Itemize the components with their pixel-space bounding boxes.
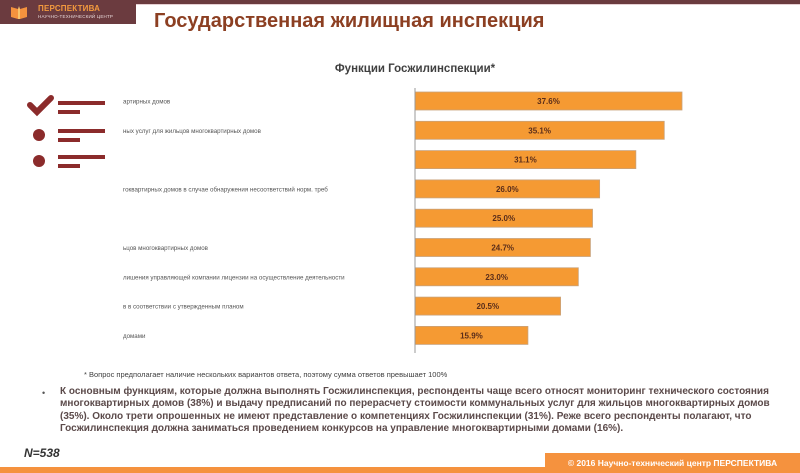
- top-bar: [0, 0, 800, 4]
- bar-data-label: 25.0%: [492, 214, 515, 223]
- page-title: Государственная жилищная инспекция: [154, 10, 545, 32]
- chart-footnote: * Вопрос предполагает наличие нескольких…: [84, 370, 448, 379]
- bar-data-label: 15.9%: [460, 331, 483, 340]
- top-divider: [0, 4, 800, 5]
- category-label: артирных домов: [123, 99, 171, 106]
- footer-copyright: © 2016 Научно-технический центр ПЕРСПЕКТ…: [545, 453, 800, 473]
- category-label: гоквартирных домов в случае обнаружения …: [123, 186, 328, 193]
- bullet-marker: •: [42, 388, 46, 398]
- category-label: ьцов многоквартирных домов: [123, 245, 209, 252]
- sample-size: N=538: [24, 446, 60, 460]
- logo-subtitle: НАУЧНО-ТЕХНИЧЕСКИЙ ЦЕНТР: [38, 14, 114, 19]
- category-label: в в соответствии с утвержденным планом: [123, 304, 244, 311]
- summary-text: К основным функциям, которые должна выпо…: [60, 386, 770, 435]
- logo-book-icon: [11, 6, 27, 19]
- category-label: ных услуг для жильцов многоквартирных до…: [123, 128, 262, 135]
- bar-data-label: 20.5%: [476, 302, 499, 311]
- logo-name: ПЕРСПЕКТИВА: [38, 4, 101, 13]
- bar-data-label: 31.1%: [514, 156, 537, 165]
- bar-data-label: 26.0%: [496, 185, 519, 194]
- check-list-icon: [27, 95, 105, 168]
- chart-title: Функции Госжилинспекции*: [334, 63, 496, 75]
- logo: ПЕРСПЕКТИВА НАУЧНО-ТЕХНИЧЕСКИЙ ЦЕНТР: [0, 0, 136, 24]
- category-label: лишения управляющей компании лицензии на…: [123, 274, 345, 281]
- bar-data-label: 23.0%: [485, 273, 508, 282]
- category-label: домами: [123, 333, 146, 340]
- bar-data-label: 24.7%: [491, 244, 514, 253]
- bar-data-label: 35.1%: [528, 126, 551, 135]
- bar-data-label: 37.6%: [537, 97, 560, 106]
- footer-bar: [0, 467, 800, 473]
